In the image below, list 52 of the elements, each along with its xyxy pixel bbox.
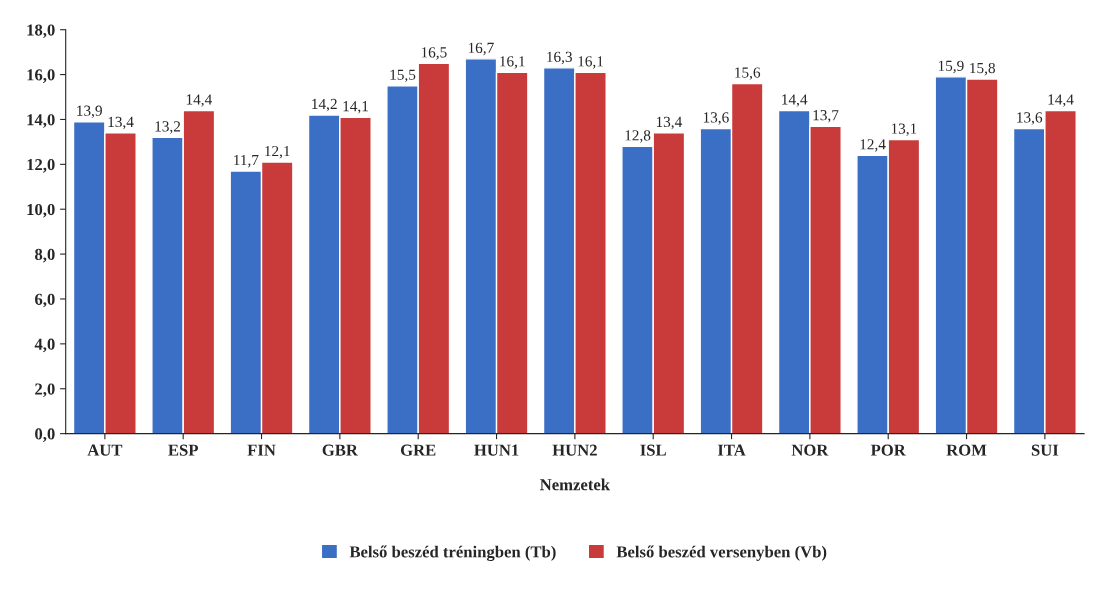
- data-label: 13,9: [77, 105, 102, 119]
- data-label: 12,4: [860, 139, 886, 152]
- y-tick-label: 0,0: [35, 428, 55, 442]
- data-label: 14,4: [782, 94, 808, 107]
- data-label: 16,3: [547, 51, 572, 65]
- data-label: 13,2: [155, 121, 181, 134]
- x-tick-label: ISL: [640, 444, 666, 456]
- x-tick-label: FIN: [247, 444, 276, 456]
- y-tick-label: 10,0: [27, 203, 55, 218]
- data-label: 12,8: [625, 130, 651, 143]
- x-tick-label: NOR: [791, 444, 829, 456]
- y-tick-label: 8,0: [35, 248, 55, 263]
- y-tick-label: 18,0: [27, 24, 55, 39]
- data-label: 15,6: [735, 67, 761, 80]
- data-label: 15,8: [970, 62, 995, 76]
- data-label: 13,6: [703, 112, 729, 125]
- data-label: 16,1: [578, 56, 603, 69]
- data-label: 15,5: [390, 69, 416, 83]
- y-tick-label: 2,0: [35, 383, 55, 398]
- legend-label: Belső beszéd versenyben (Vb): [616, 545, 827, 561]
- x-tick-label: POR: [870, 444, 906, 456]
- x-tick-label: HUN1: [474, 444, 519, 456]
- legend-label: Belső beszéd tréningben (Tb): [349, 545, 556, 561]
- x-tick-label: GRE: [400, 444, 436, 456]
- data-label: 16,1: [500, 56, 525, 69]
- data-label: 15,9: [938, 60, 964, 74]
- y-tick-label: 6,0: [35, 293, 55, 308]
- x-tick-label: ITA: [717, 444, 746, 456]
- data-label: 13,1: [891, 123, 917, 136]
- x-tick-label: GBR: [322, 444, 359, 456]
- data-label: 16,5: [421, 47, 447, 60]
- x-tick-label: ROM: [946, 444, 987, 456]
- data-label: 14,4: [1048, 94, 1074, 107]
- data-label: 12,1: [265, 145, 290, 159]
- x-axis-title: Nemzetek: [540, 478, 611, 491]
- y-tick-label: 4,0: [34, 338, 55, 353]
- data-label: 13,4: [656, 116, 683, 130]
- x-tick-label: HUN2: [552, 444, 597, 456]
- data-label: 11,7: [234, 154, 259, 168]
- data-label: 13,7: [813, 110, 839, 123]
- x-tick-label: SUI: [1031, 444, 1059, 456]
- y-tick-label: 16,0: [27, 69, 55, 83]
- data-label: 14,1: [343, 101, 368, 114]
- y-tick-label: 12,0: [27, 159, 55, 173]
- data-label: 14,4: [186, 94, 212, 107]
- data-label: 13,4: [108, 116, 134, 130]
- data-label: 14,2: [312, 98, 337, 112]
- x-tick-label: ESP: [168, 444, 199, 456]
- data-label: 13,6: [1017, 112, 1043, 125]
- y-tick-label: 14,0: [27, 114, 55, 128]
- data-label: 16,7: [468, 42, 494, 56]
- x-tick-label: AUT: [87, 444, 123, 456]
